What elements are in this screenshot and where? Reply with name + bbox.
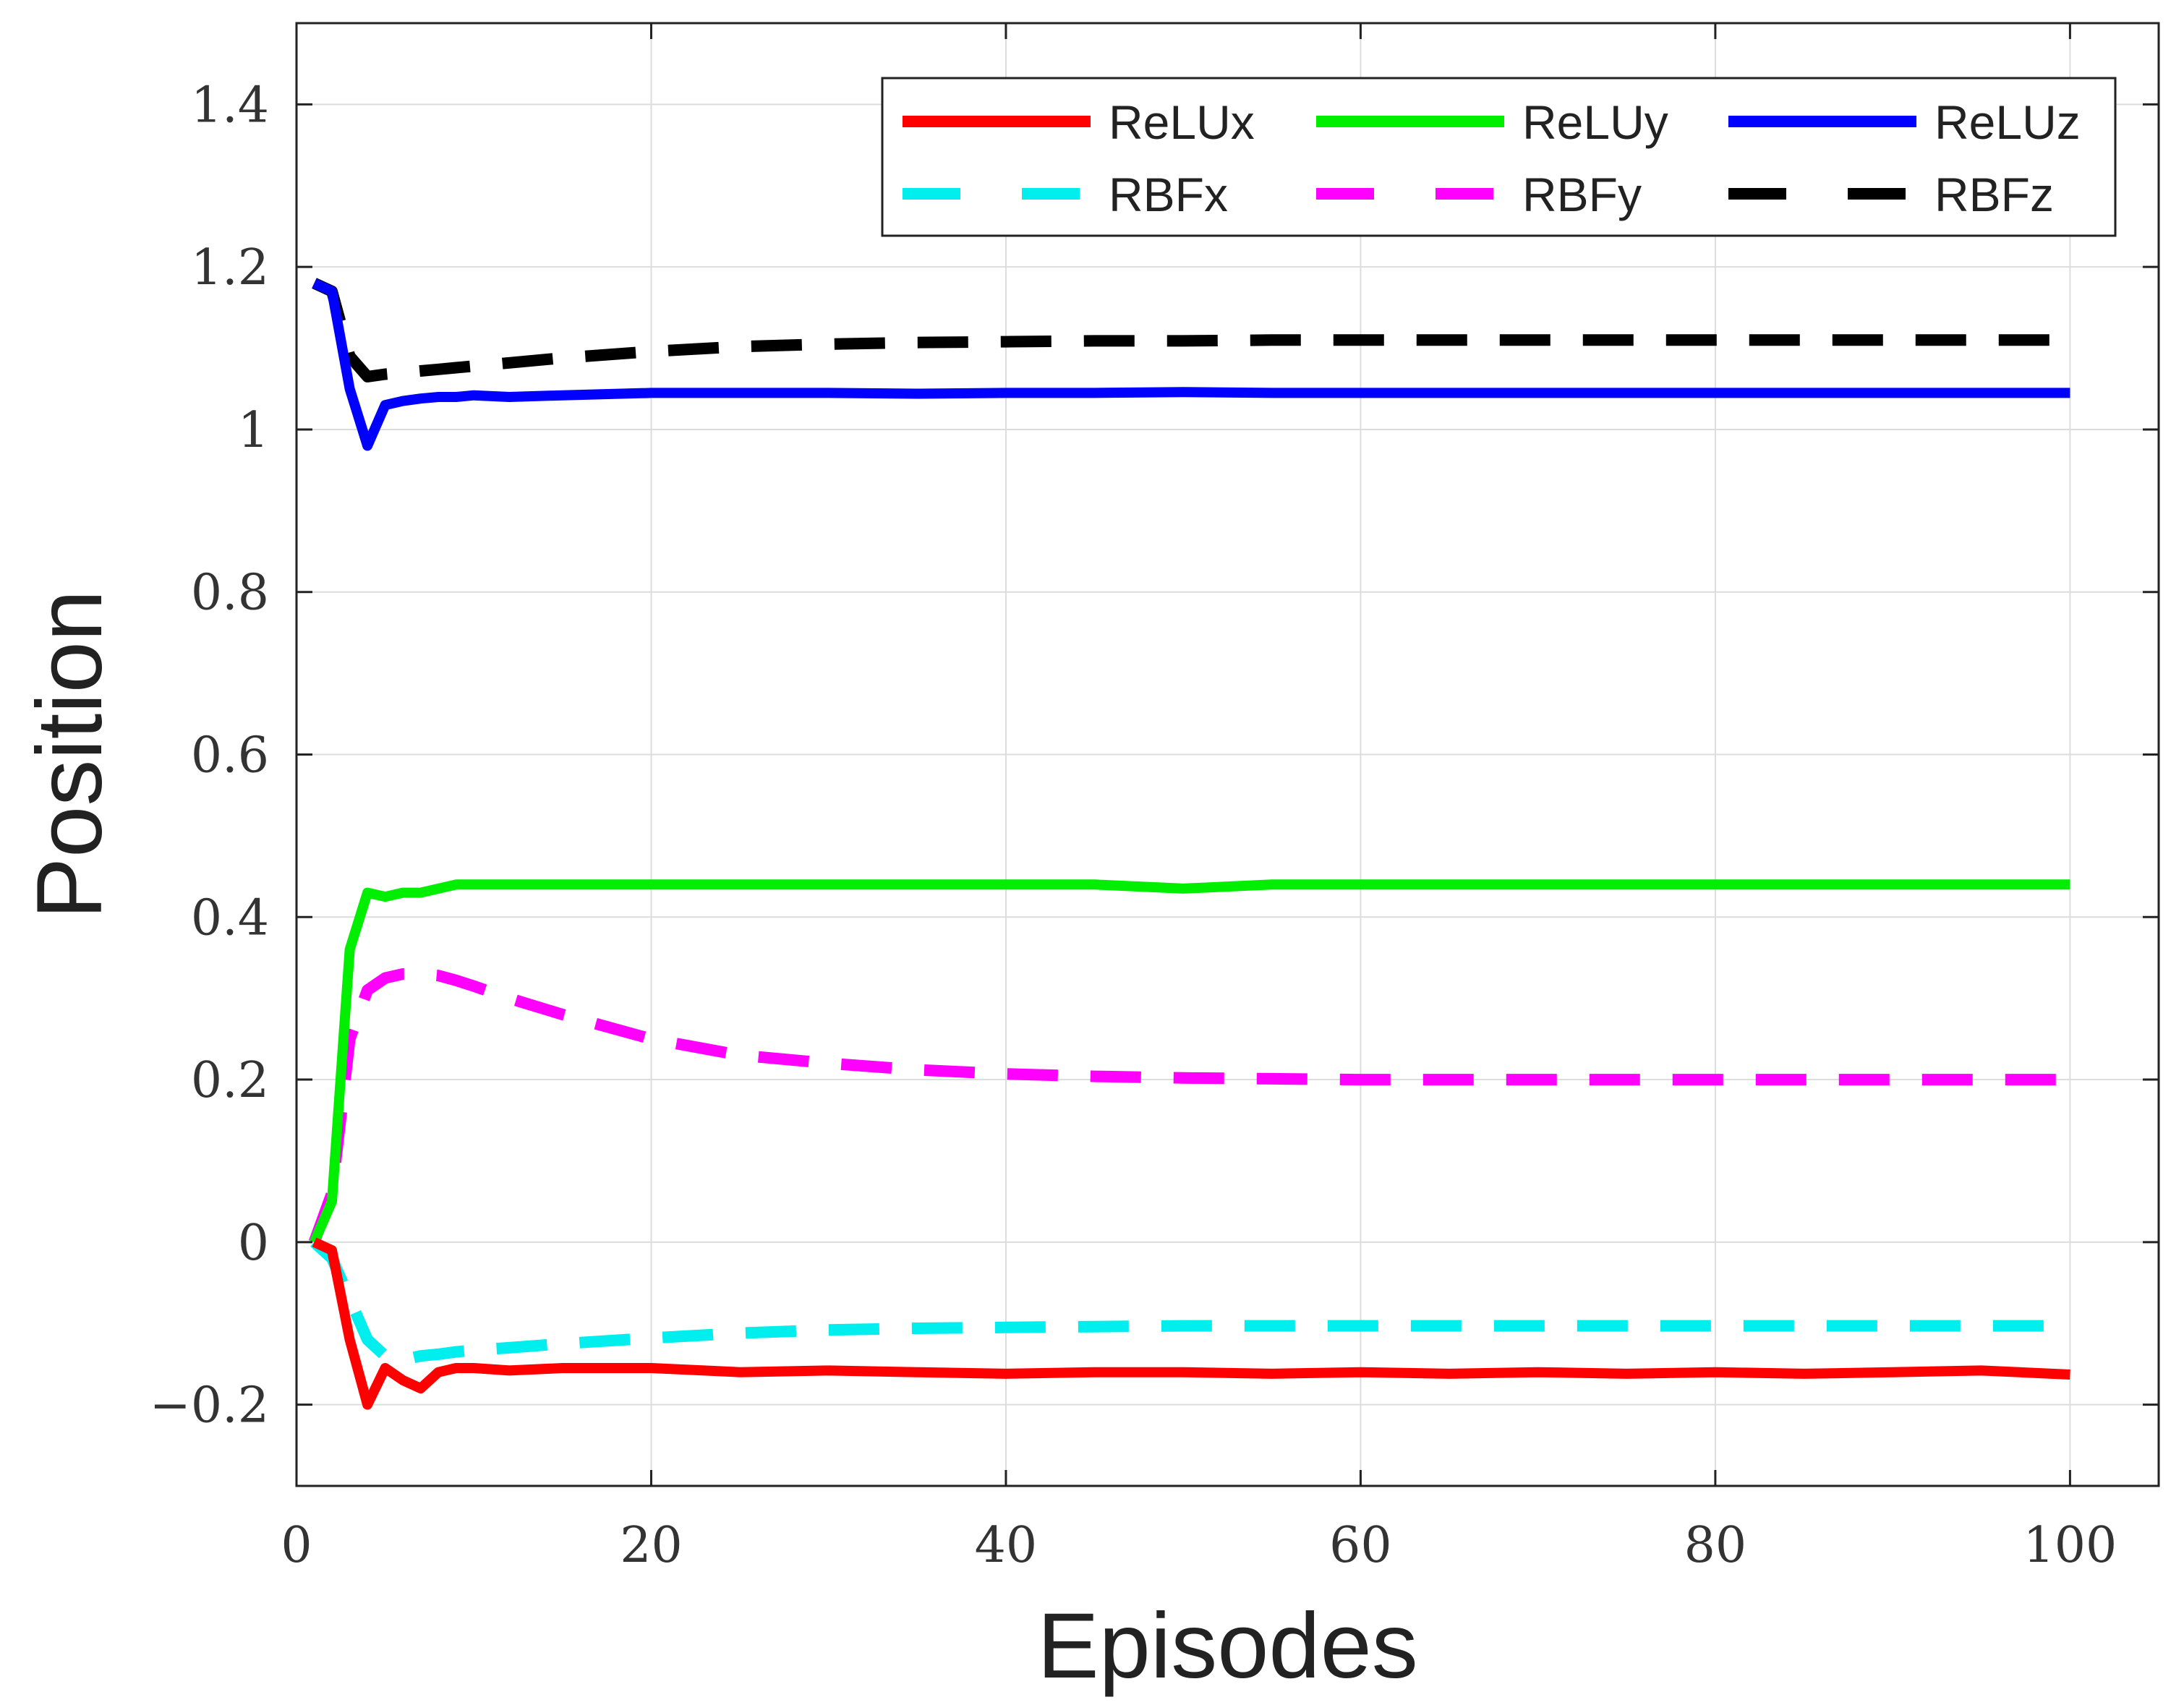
legend-label-reluz: ReLUz	[1935, 95, 2081, 149]
y-tick-label: 0.2	[191, 1052, 269, 1109]
y-axis-label: Position	[18, 590, 121, 919]
series-line-rbfy	[308, 968, 2070, 1244]
grid-lines	[296, 23, 2159, 1486]
series-line-reluy	[310, 879, 2070, 1244]
legend-label-relux: ReLUx	[1109, 95, 1255, 149]
legend: ReLUx ReLUy ReLUz RBFx RBFy RBFz	[881, 77, 2117, 237]
x-tick-label: 20	[620, 1517, 683, 1574]
series-line-reluz	[312, 278, 2070, 451]
y-tick-label: −0.2	[150, 1377, 269, 1435]
legend-box	[881, 77, 2117, 237]
legend-label-reluy: ReLUy	[1522, 95, 1668, 149]
x-tick-label: 60	[1329, 1517, 1392, 1574]
series-line-rbfz	[312, 278, 2070, 383]
x-tick-label: 40	[975, 1517, 1038, 1574]
y-tick-label: 1.4	[191, 77, 269, 134]
legend-label-rbfz: RBFz	[1935, 168, 2054, 221]
series-line-rbfx	[310, 1237, 2070, 1366]
x-axis-label: Episodes	[1037, 1594, 1418, 1698]
axis-ticks: 0 20 40 60 80 100 −0.2 0 0.2 0.4 0.6 0.8 1 1.2 1.4	[150, 23, 2159, 1574]
x-tick-label: 0	[281, 1517, 312, 1574]
legend-label-rbfy: RBFy	[1522, 168, 1642, 221]
y-tick-label: 0.6	[191, 727, 269, 785]
x-tick-label: 100	[2023, 1517, 2117, 1574]
y-tick-label: 0.8	[191, 565, 269, 622]
x-tick-label: 80	[1684, 1517, 1747, 1574]
y-tick-label: 1	[238, 402, 269, 459]
series-line-relux	[312, 1237, 2070, 1410]
y-tick-label: 0.4	[191, 889, 269, 946]
y-tick-label: 0	[238, 1215, 269, 1272]
series-layer	[308, 278, 2070, 1410]
y-tick-label: 1.2	[191, 239, 269, 296]
legend-label-rbfx: RBFx	[1109, 168, 1228, 221]
